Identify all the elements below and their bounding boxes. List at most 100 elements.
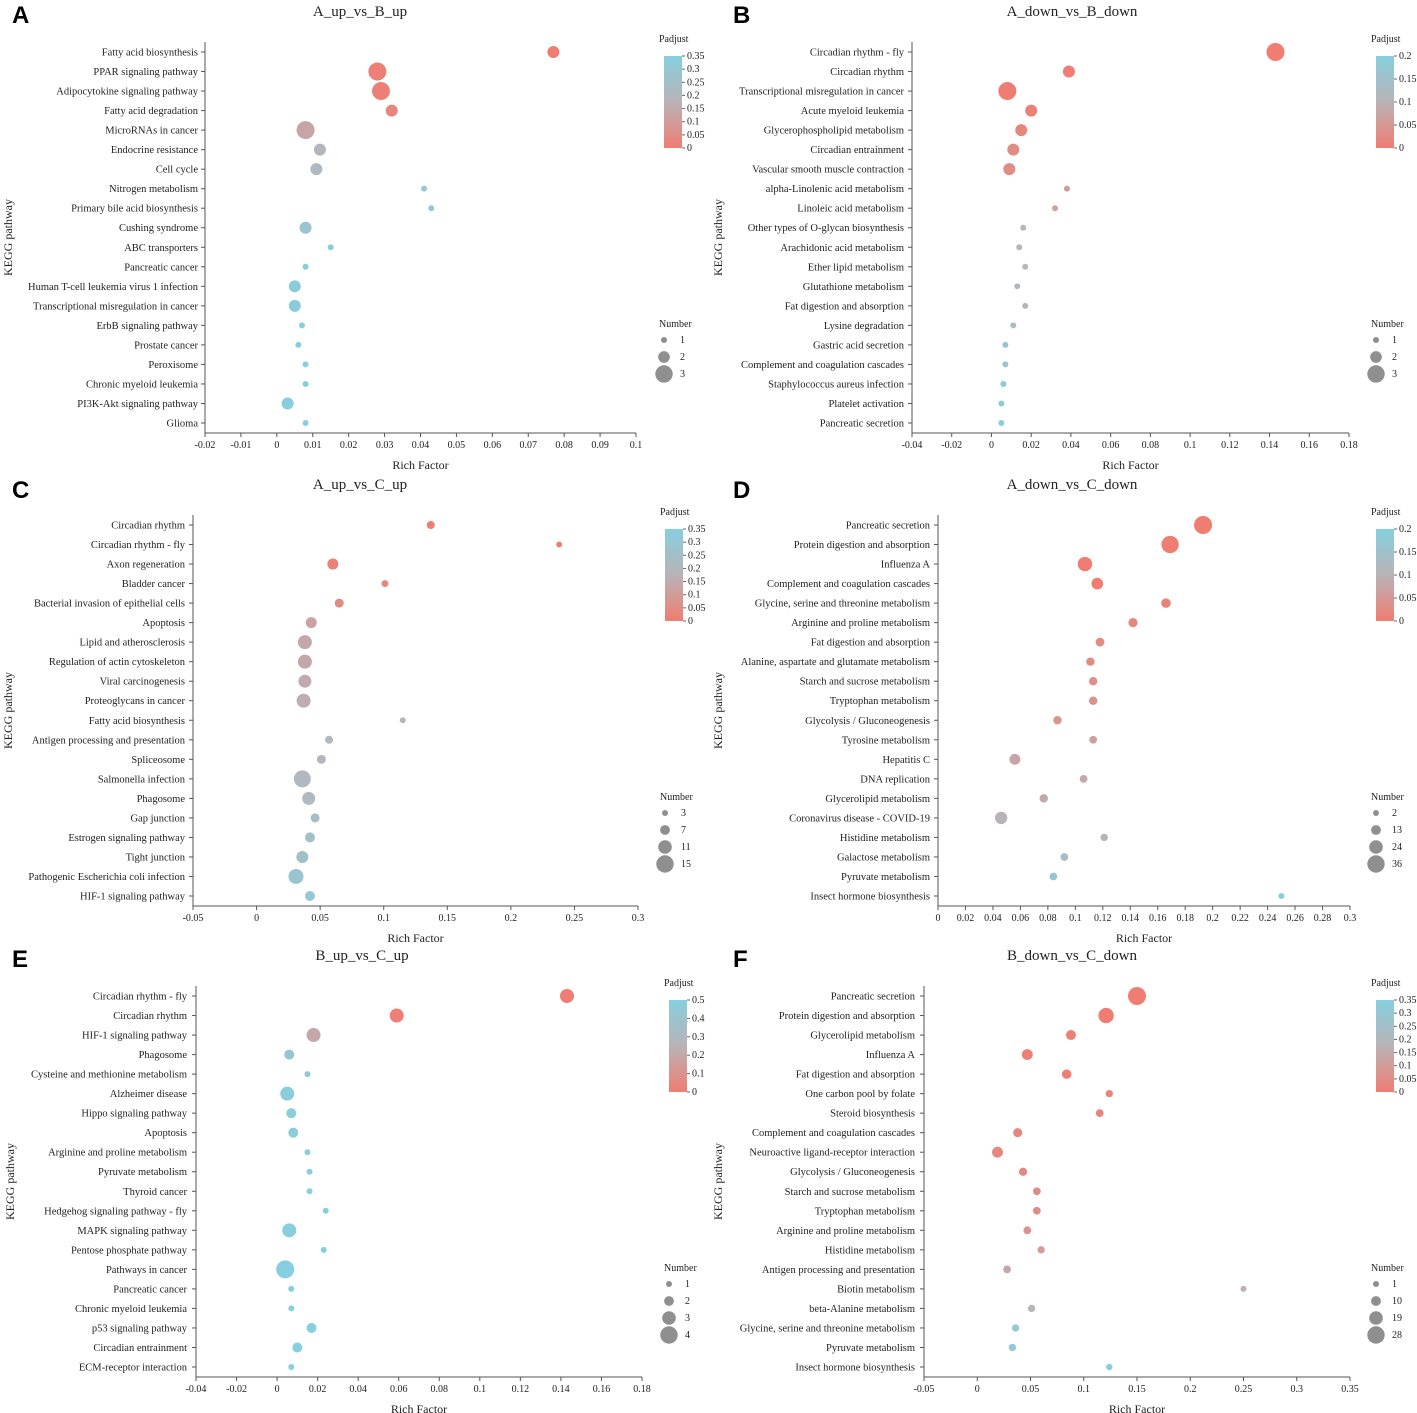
pathway-label: Apoptosis (144, 1128, 187, 1139)
number-legend-title: Number (664, 1263, 697, 1274)
data-point (281, 397, 294, 410)
x-tick-label: -0.05 (183, 913, 204, 924)
number-legend-dot (655, 365, 673, 383)
pathway-label: Pentose phosphate pathway (71, 1245, 188, 1256)
data-point (1020, 224, 1027, 231)
data-point (288, 868, 304, 884)
y-axis-label: KEGG pathway (1, 672, 15, 749)
data-point (1105, 1089, 1113, 1098)
pathway-label: Vascular smooth muscle contraction (752, 165, 905, 176)
pathway-label: Starch and sucrose metabolism (800, 677, 930, 688)
pathway-label: Glycerolipid metabolism (825, 794, 930, 805)
data-point (1002, 341, 1009, 348)
colorbar-tick-label: 0.2 (688, 563, 701, 574)
pathway-label: Protein digestion and absorption (794, 540, 931, 551)
data-point (426, 521, 435, 529)
x-tick-label: 0.18 (1176, 913, 1194, 924)
pathway-label: Proteoglycans in cancer (85, 696, 186, 707)
pathway-label: ErbB signaling pathway (97, 321, 199, 332)
pathway-label: Circadian entrainment (93, 1343, 187, 1354)
pathway-label: Steroid biosynthesis (830, 1109, 915, 1120)
colorbar-tick-label: 0 (1399, 143, 1404, 154)
data-point (306, 1322, 317, 1333)
pathway-label: Starch and sucrose metabolism (785, 1187, 915, 1198)
pathway-label: Endocrine resistance (111, 145, 199, 156)
colorbar-tick-label: 0 (1399, 1087, 1404, 1098)
y-axis-label: KEGG pathway (711, 199, 725, 276)
data-point (1052, 205, 1059, 212)
number-legend-label: 7 (681, 825, 686, 836)
pathway-label: ABC transporters (124, 243, 198, 254)
colorbar-tick-label: 0.1 (692, 1069, 705, 1080)
pathway-label: Phagosome (139, 1050, 188, 1061)
x-axis-label: Rich Factor (1102, 458, 1158, 472)
number-legend-label: 2 (685, 1296, 690, 1307)
pathway-label: Antigen processing and presentation (762, 1265, 916, 1276)
data-point (1022, 302, 1029, 309)
pathway-label: MAPK signaling pathway (77, 1226, 187, 1237)
number-legend-dot (1369, 1311, 1383, 1325)
colorbar-tick-label: 0.1 (1399, 97, 1412, 108)
pathway-label: Glutathione metabolism (803, 282, 904, 293)
data-point (998, 82, 1017, 101)
pathway-label: Human T-cell leukemia virus 1 infection (28, 282, 199, 293)
data-point (1000, 380, 1007, 387)
colorbar-tick-label: 0.1 (687, 117, 700, 128)
number-legend-dot (1373, 810, 1379, 816)
number-legend-dot (664, 1296, 674, 1306)
x-tick-label: -0.02 (941, 440, 962, 451)
data-point (282, 1223, 297, 1238)
padjust-legend-title: Padjust (1371, 507, 1401, 518)
data-point (421, 185, 428, 192)
data-point (296, 693, 311, 708)
padjust-colorbar (1376, 56, 1394, 148)
data-point (1062, 65, 1075, 78)
padjust-legend-title: Padjust (664, 978, 694, 989)
x-tick-label: 0.03 (376, 440, 394, 451)
data-point (305, 617, 317, 629)
pathway-label: Regulation of actin cytoskeleton (49, 657, 186, 668)
number-legend-label: 2 (680, 352, 685, 363)
data-point (302, 791, 316, 805)
data-point (292, 1342, 303, 1353)
data-point (1021, 1049, 1033, 1061)
x-tick-label: 0.06 (484, 440, 502, 451)
pathway-label: Hedgehog signaling pathway - fly (44, 1206, 188, 1217)
x-tick-label: 0.05 (1022, 1384, 1040, 1395)
x-tick-label: 0.04 (349, 1384, 367, 1395)
pathway-label: Pathways in cancer (106, 1265, 188, 1276)
x-tick-label: 0.02 (1022, 440, 1040, 451)
number-legend-dot (1370, 351, 1382, 363)
colorbar-tick-label: 0.2 (692, 1050, 705, 1061)
number-legend-dot (660, 1326, 678, 1344)
pathway-label: Lysine degradation (824, 321, 905, 332)
data-point (1088, 676, 1098, 686)
data-point (322, 1207, 329, 1214)
x-tick-label: 0 (275, 1384, 280, 1395)
colorbar-tick-label: 0.2 (1399, 524, 1412, 535)
data-point (1016, 244, 1023, 251)
padjust-legend-title: Padjust (659, 34, 689, 45)
pathway-label: Complement and coagulation cascades (752, 1128, 915, 1139)
number-legend-dot (1369, 840, 1383, 854)
x-tick-label: 0.16 (593, 1384, 611, 1395)
x-axis-label: Rich Factor (1116, 931, 1172, 945)
pathway-label: Glioma (167, 419, 199, 430)
data-point (1022, 263, 1029, 270)
number-legend-title: Number (660, 792, 693, 803)
pathway-label: Fatty acid biosynthesis (102, 48, 198, 59)
pathway-label: Platelet activation (828, 399, 904, 410)
data-point (302, 361, 309, 368)
x-tick-label: 0.02 (309, 1384, 327, 1395)
colorbar-tick-label: 0.35 (688, 524, 706, 535)
data-point (547, 46, 560, 58)
number-legend-label: 1 (1392, 1279, 1397, 1290)
pathway-label: Glycerophospholipid metabolism (764, 126, 904, 137)
pathway-label: Circadian rhythm (111, 521, 185, 532)
pathway-label: Bacterial invasion of epithelial cells (34, 599, 185, 610)
number-legend-label: 3 (1392, 369, 1397, 380)
chart-title: A_down_vs_B_down (1007, 4, 1138, 20)
padjust-legend-title: Padjust (660, 507, 690, 518)
colorbar-tick-label: 0.25 (687, 77, 705, 88)
pathway-label: Arginine and proline metabolism (776, 1226, 915, 1237)
